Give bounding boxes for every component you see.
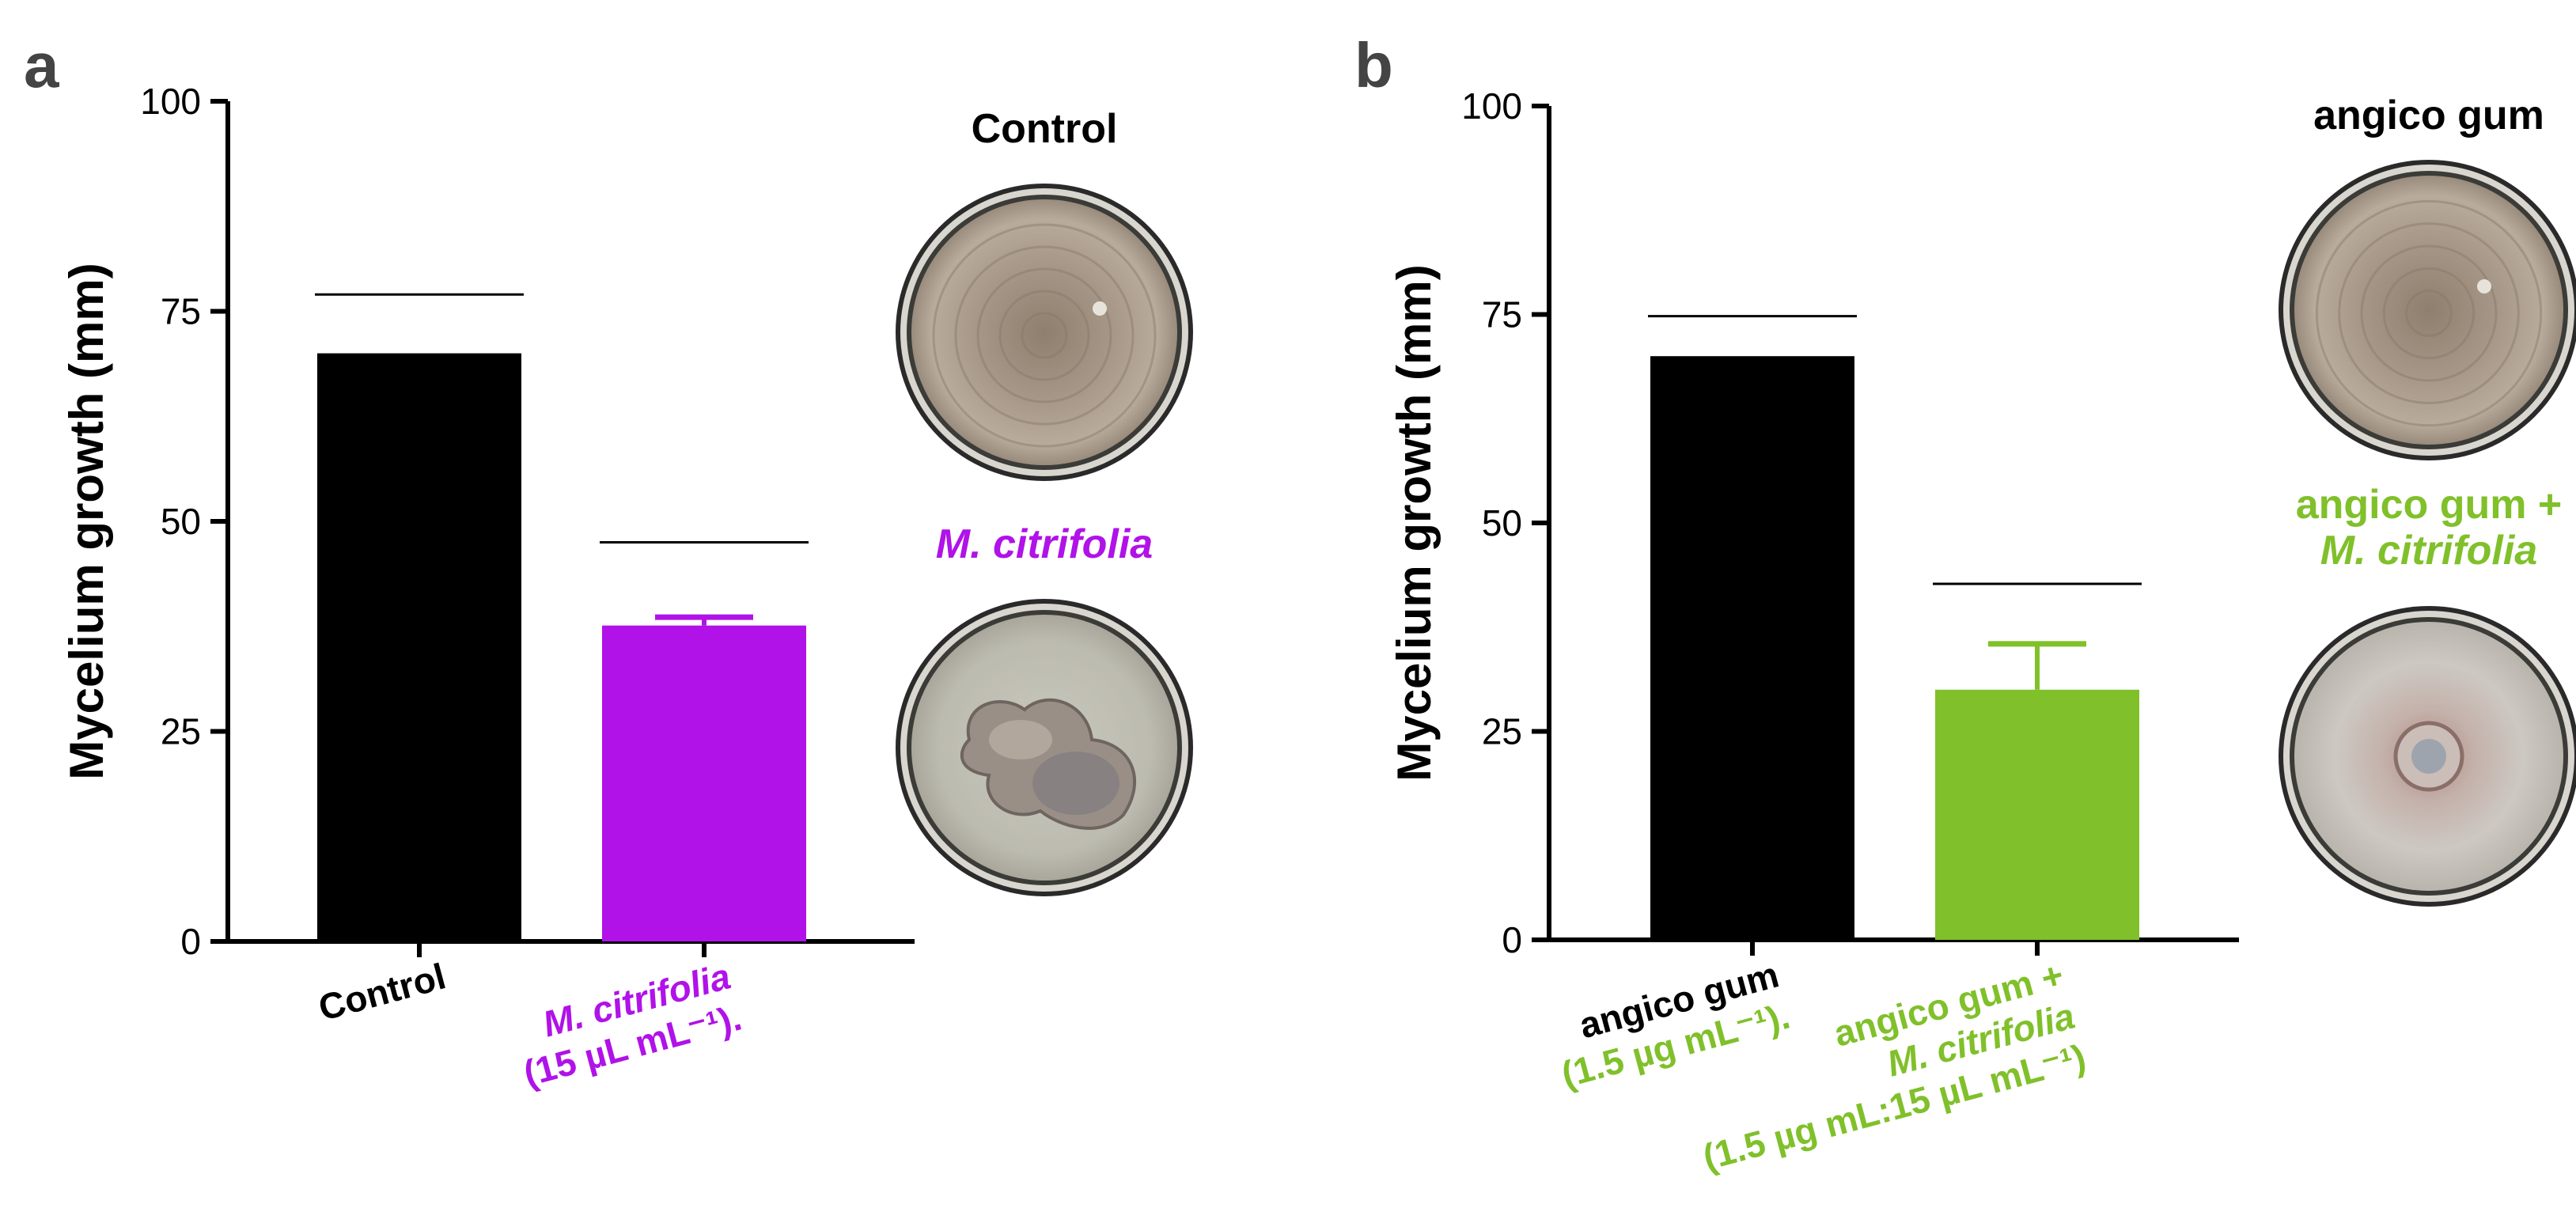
panel-letter: b <box>1354 30 1393 100</box>
bar <box>602 625 806 941</box>
y-tick-label: 0 <box>1502 919 1522 960</box>
y-tick-label: 25 <box>1482 711 1522 752</box>
photo-title: angico gum + <box>2296 482 2563 528</box>
growth-ring <box>2315 199 2543 427</box>
growth-ring <box>932 223 1157 448</box>
growth-ring <box>976 267 1112 403</box>
bar <box>1650 356 1854 940</box>
y-tick-label: 50 <box>161 501 201 542</box>
x-tick-label-line: Control <box>314 955 449 1028</box>
photo-title: Control <box>972 106 1118 152</box>
petri-dish-image <box>2279 606 2576 907</box>
y-tick-label: 75 <box>1482 294 1522 335</box>
colony-spot <box>2477 279 2491 294</box>
bar <box>1935 689 2139 940</box>
y-tick-label: 50 <box>1482 502 1522 544</box>
panel-letter: a <box>24 30 59 100</box>
mycelium-colony <box>2294 176 2563 445</box>
colony-dark-area <box>1032 752 1119 815</box>
y-tick-label: 100 <box>140 81 201 122</box>
y-tick-label: 25 <box>161 711 201 752</box>
mycelium-colony <box>911 199 1177 465</box>
growth-ring <box>2360 244 2498 382</box>
y-axis-label: Mycelium growth (mm) <box>1388 264 1441 781</box>
panel-a: a 0 25 50 75 100 Mycelium growth (mm) Control M.… <box>24 30 1193 1094</box>
label-span: Control <box>314 955 449 1028</box>
growth-ring <box>954 245 1135 426</box>
petri-dish-image <box>896 599 1193 896</box>
bar <box>317 353 521 942</box>
photo-title: angico gum <box>2313 93 2544 138</box>
x-tick-label: angico gum(1.5 µg mL⁻¹). <box>1557 953 1794 1095</box>
growth-ring <box>998 290 1090 381</box>
growth-ring <box>1021 312 1068 359</box>
growth-ring <box>2382 267 2476 360</box>
growth-ring <box>2338 222 2520 404</box>
petri-dish-image <box>2279 160 2576 460</box>
y-tick-label: 100 <box>1461 85 1522 127</box>
panel-b: b 0 25 50 75 100 Mycelium growth (mm) angico gu… <box>1354 30 2576 1178</box>
x-tick-label: Control <box>314 955 449 1028</box>
photo-title: M. citrifolia <box>936 521 1153 567</box>
petri-dish-image <box>896 184 1193 481</box>
inoculum-plug <box>2411 739 2446 774</box>
growth-ring <box>2405 290 2453 337</box>
colony-light-area <box>989 720 1052 759</box>
y-tick-label: 75 <box>161 291 201 332</box>
colony-spot <box>1093 301 1107 316</box>
photo-title: M. citrifolia <box>2320 528 2537 574</box>
y-axis-label: Mycelium growth (mm) <box>60 263 113 779</box>
y-tick-label: 0 <box>180 921 201 962</box>
x-tick-label: M. citrifolia(15 µL mL⁻¹). <box>519 955 745 1094</box>
